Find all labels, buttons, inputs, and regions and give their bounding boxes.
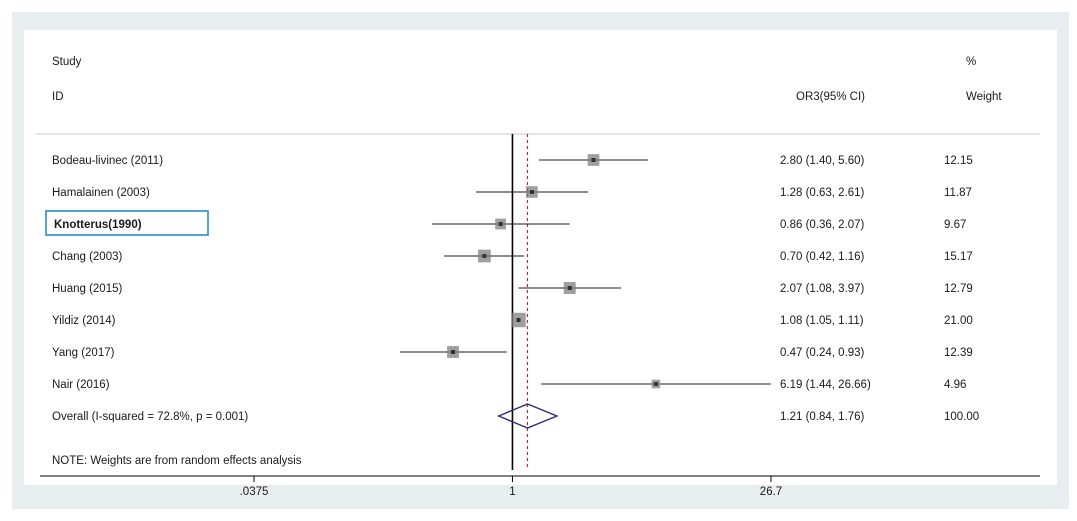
study-label: Yang (2017) (52, 347, 115, 359)
study-label-highlight-box (45, 210, 209, 236)
x-tick-label: 1 (509, 486, 515, 498)
study-header: Study (52, 56, 82, 68)
weight-value: 21.00 (944, 315, 973, 327)
overall-weight-value: 100.00 (944, 411, 979, 423)
ci-value: 6.19 (1.44, 26.66) (780, 379, 871, 391)
point-estimate (653, 382, 658, 386)
ci-value: 1.28 (0.63, 2.61) (780, 187, 865, 199)
estimate-header: OR3(95% CI) (796, 91, 865, 103)
study-label: Nair (2016) (52, 379, 110, 391)
point-estimate (529, 190, 534, 194)
weight-value: 12.15 (944, 155, 973, 167)
weight-header: Weight (966, 91, 1002, 103)
ci-value: 0.70 (0.42, 1.16) (780, 251, 865, 263)
study-label: Huang (2015) (52, 283, 122, 295)
study-label: Bodeau-livinec (2011) (52, 155, 163, 167)
study-label: Knotterus(1990) (54, 219, 142, 231)
point-estimate (591, 158, 596, 162)
weight-value: 9.67 (944, 219, 966, 231)
point-estimate (482, 254, 487, 258)
ci-value: 1.08 (1.05, 1.11) (780, 315, 864, 327)
id-header: ID (52, 91, 64, 103)
column-headers: Study ID OR3(95% CI) % Weight (52, 56, 1002, 103)
ci-value: 0.47 (0.24, 0.93) (780, 347, 865, 359)
point-estimate (451, 350, 456, 354)
weight-value: 12.79 (944, 283, 973, 295)
ci-value: 0.86 (0.36, 2.07) (780, 219, 865, 231)
weight-percent-header: % (966, 56, 976, 68)
study-label: Hamalainen (2003) (52, 187, 150, 199)
weight-value: 11.87 (944, 187, 972, 199)
overall-ci-value: 1.21 (0.84, 1.76) (780, 411, 865, 423)
study-label: Chang (2003) (52, 251, 122, 263)
weights-note: NOTE: Weights are from random effects an… (52, 455, 302, 467)
ci-value: 2.07 (1.08, 3.97) (780, 283, 865, 295)
overall-label: Overall (I-squared = 72.8%, p = 0.001) (52, 411, 248, 423)
weight-value: 12.39 (944, 347, 973, 359)
point-estimate (567, 286, 572, 290)
x-tick-label: 26.7 (760, 486, 782, 498)
overall-diamond (496, 403, 559, 429)
point-estimate (516, 318, 521, 322)
x-axis: .0375 1 26.7 (40, 475, 1040, 498)
study-label: Yildiz (2014) (52, 315, 116, 327)
point-estimate (498, 222, 503, 226)
x-tick-label: .0375 (240, 486, 269, 498)
ci-value: 2.80 (1.40, 5.60) (780, 155, 865, 167)
study-rows: Bodeau-livinec (2011) 2.80 (1.40, 5.60) 12… (45, 134, 979, 470)
weight-value: 4.96 (944, 379, 966, 391)
weight-value: 15.17 (944, 251, 973, 263)
